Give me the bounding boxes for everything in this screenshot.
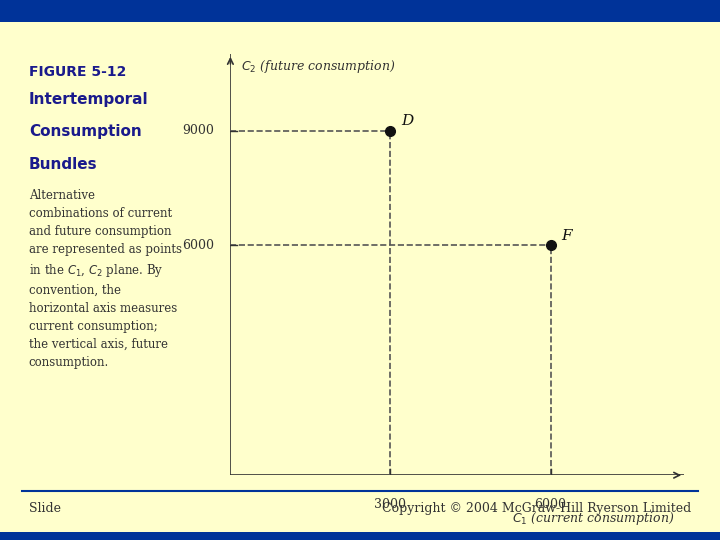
Text: Slide: Slide <box>29 502 60 515</box>
Text: F: F <box>562 229 572 242</box>
Text: Bundles: Bundles <box>29 157 97 172</box>
Text: 3000: 3000 <box>374 498 407 511</box>
Text: 6000: 6000 <box>534 498 567 511</box>
Text: Copyright © 2004 McGraw-Hill Ryerson Limited: Copyright © 2004 McGraw-Hill Ryerson Lim… <box>382 502 691 515</box>
Text: FIGURE 5-12: FIGURE 5-12 <box>29 65 126 79</box>
Text: Intertemporal: Intertemporal <box>29 92 148 107</box>
Text: 6000: 6000 <box>182 239 215 252</box>
Text: D: D <box>401 114 413 128</box>
Text: Consumption: Consumption <box>29 124 142 139</box>
Text: Alternative
combinations of current
and future consumption
are represented as po: Alternative combinations of current and … <box>29 189 181 369</box>
Text: $C_1$ (current consumption): $C_1$ (current consumption) <box>512 510 675 526</box>
Text: $C_2$ (future consumption): $C_2$ (future consumption) <box>241 58 395 75</box>
Text: 9000: 9000 <box>182 124 215 137</box>
